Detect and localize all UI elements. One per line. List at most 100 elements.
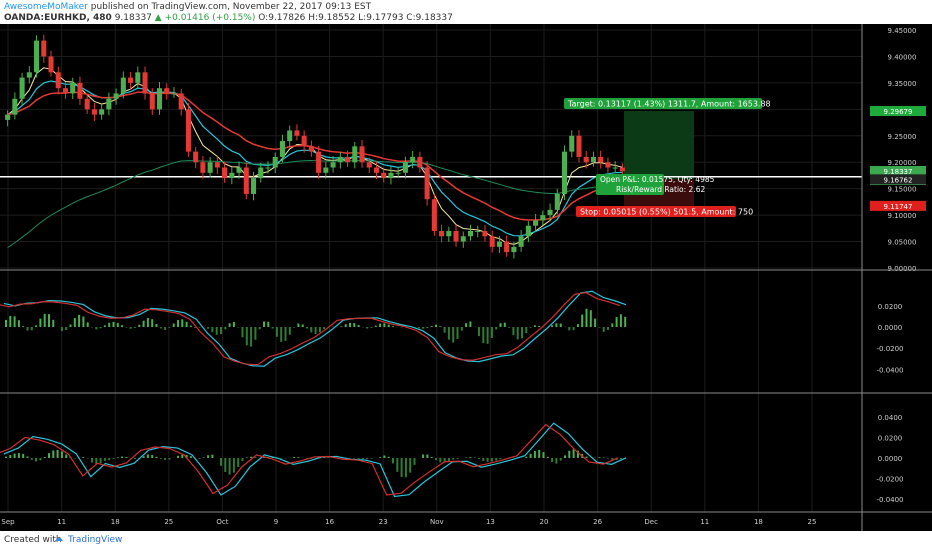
candle-body bbox=[453, 230, 459, 242]
ma-long-line bbox=[7, 159, 623, 249]
price-tick-label: 9.10000 bbox=[888, 212, 917, 220]
price-tag bbox=[870, 200, 926, 211]
high-value: 9.18552 bbox=[318, 13, 356, 23]
candle-body bbox=[279, 141, 285, 157]
long-position-tool[interactable] bbox=[0, 111, 862, 206]
indicator-tick-label: 0.0000 bbox=[878, 455, 903, 463]
macd-trigger-line bbox=[0, 292, 620, 366]
candle-body bbox=[316, 151, 322, 173]
candle-body bbox=[19, 77, 25, 99]
candle-body bbox=[576, 135, 582, 157]
oscillator-pane bbox=[0, 422, 627, 498]
candle-body bbox=[214, 162, 220, 168]
author-name[interactable]: AwesomeMoMaker bbox=[4, 2, 88, 12]
indicator-tick-label: 0.0200 bbox=[878, 303, 903, 311]
created-with-text: Created with bbox=[4, 535, 62, 545]
candle-body bbox=[561, 151, 568, 194]
candle-body bbox=[272, 156, 278, 168]
candle-body bbox=[569, 135, 575, 152]
price-tag-label: 9.16762 bbox=[884, 176, 913, 184]
open-value: 9.17826 bbox=[268, 13, 306, 23]
candle-body bbox=[250, 178, 257, 194]
candlesticks bbox=[5, 34, 625, 259]
candle-body bbox=[612, 167, 618, 169]
change-value: +0.01416 (+0.15%) bbox=[164, 13, 256, 23]
time-tick-label: 11 bbox=[700, 518, 709, 526]
candle-body bbox=[149, 93, 155, 110]
price-axis: 9.450009.400009.350009.300009.250009.200… bbox=[888, 27, 917, 273]
price-tag-label: 9.11747 bbox=[884, 203, 913, 211]
candle-body bbox=[388, 172, 394, 179]
candle-body bbox=[533, 220, 539, 226]
candle-body bbox=[373, 167, 380, 173]
open-pnl-label: Open P&L: 0.01575, Qty: 4985 bbox=[600, 175, 715, 184]
risk-reward-label: Risk/Reward Ratio: 2.62 bbox=[616, 185, 705, 194]
candle-body bbox=[540, 215, 546, 221]
candle-body bbox=[294, 130, 300, 136]
time-tick-label: 9 bbox=[274, 518, 278, 526]
candle-body bbox=[62, 88, 69, 94]
candle-body bbox=[106, 98, 112, 110]
price-tag-label: 9.18337 bbox=[884, 168, 913, 176]
time-tick-label: 18 bbox=[754, 518, 763, 526]
footer: Created with ☁ TradingView bbox=[0, 531, 932, 550]
candle-body bbox=[308, 146, 314, 152]
price-tag-label: 9.29679 bbox=[884, 108, 913, 116]
candle-body bbox=[156, 88, 163, 110]
candle-body bbox=[99, 109, 105, 115]
candle-body bbox=[171, 93, 177, 95]
indicator-tick-label: -0.0400 bbox=[876, 496, 903, 504]
time-tick-label: 25 bbox=[808, 518, 817, 526]
candle-body bbox=[352, 146, 358, 163]
candle-body bbox=[496, 241, 502, 247]
time-tick-label: 16 bbox=[325, 518, 334, 526]
ma-mid-line bbox=[7, 80, 623, 237]
stop-label: Stop: 0.05015 (0.55%) 501.5, Amount: 750 bbox=[580, 208, 753, 217]
target-zone bbox=[624, 111, 694, 180]
trade-labels: Target: 0.13117 (1.43%) 1311.7, Amount: … bbox=[564, 98, 771, 217]
time-tick-label: 25 bbox=[164, 518, 173, 526]
candle-body bbox=[200, 162, 206, 173]
time-tick-label: 23 bbox=[379, 518, 388, 526]
candle-body bbox=[439, 230, 445, 237]
candle-body bbox=[128, 77, 134, 83]
time-tick-label: Dec bbox=[644, 518, 658, 526]
candle-body bbox=[431, 199, 437, 231]
candle-body bbox=[236, 167, 242, 173]
macd-axis: 0.0200 0.0000 -0.0200 -0.0400 bbox=[876, 303, 903, 375]
indicator-tick-label: -0.0400 bbox=[876, 366, 903, 374]
candle-body bbox=[359, 146, 365, 163]
candle-body bbox=[366, 162, 372, 168]
indicator-tick-label: 0.0200 bbox=[878, 435, 903, 443]
macd-signal-line bbox=[3, 290, 627, 367]
symbol-label: OANDA:EURHKD, 480 bbox=[4, 13, 112, 23]
time-tick-label: Oct bbox=[216, 518, 228, 526]
price-tag bbox=[870, 174, 926, 185]
candle-body bbox=[77, 82, 83, 99]
price-tick-label: 9.35000 bbox=[888, 80, 917, 88]
candle-body bbox=[113, 93, 119, 99]
time-tick-label: Sep bbox=[1, 518, 15, 526]
candle-body bbox=[26, 72, 32, 78]
candle-body bbox=[330, 162, 336, 168]
candle-body bbox=[135, 72, 141, 83]
candle-body bbox=[34, 40, 40, 73]
oscillator-signal-line bbox=[3, 422, 627, 498]
indicator-tick-label: 0.0400 bbox=[878, 414, 903, 422]
candle-body bbox=[583, 156, 589, 163]
candle-body bbox=[70, 82, 76, 94]
price-tick-label: 9.20000 bbox=[888, 159, 917, 167]
candle-body bbox=[590, 156, 596, 163]
price-tick-label: 9.15000 bbox=[888, 186, 917, 194]
chart-area[interactable]: 9.450009.400009.350009.300009.250009.200… bbox=[0, 24, 932, 531]
close-value: 9.18337 bbox=[415, 13, 453, 23]
candle-body bbox=[417, 156, 423, 168]
candle-body bbox=[265, 167, 271, 169]
tradingview-brand[interactable]: TradingView bbox=[68, 535, 123, 545]
price-tick-label: 9.05000 bbox=[888, 239, 917, 247]
candle-body bbox=[424, 167, 430, 200]
candle-body bbox=[142, 72, 148, 94]
candle-body bbox=[402, 162, 408, 173]
